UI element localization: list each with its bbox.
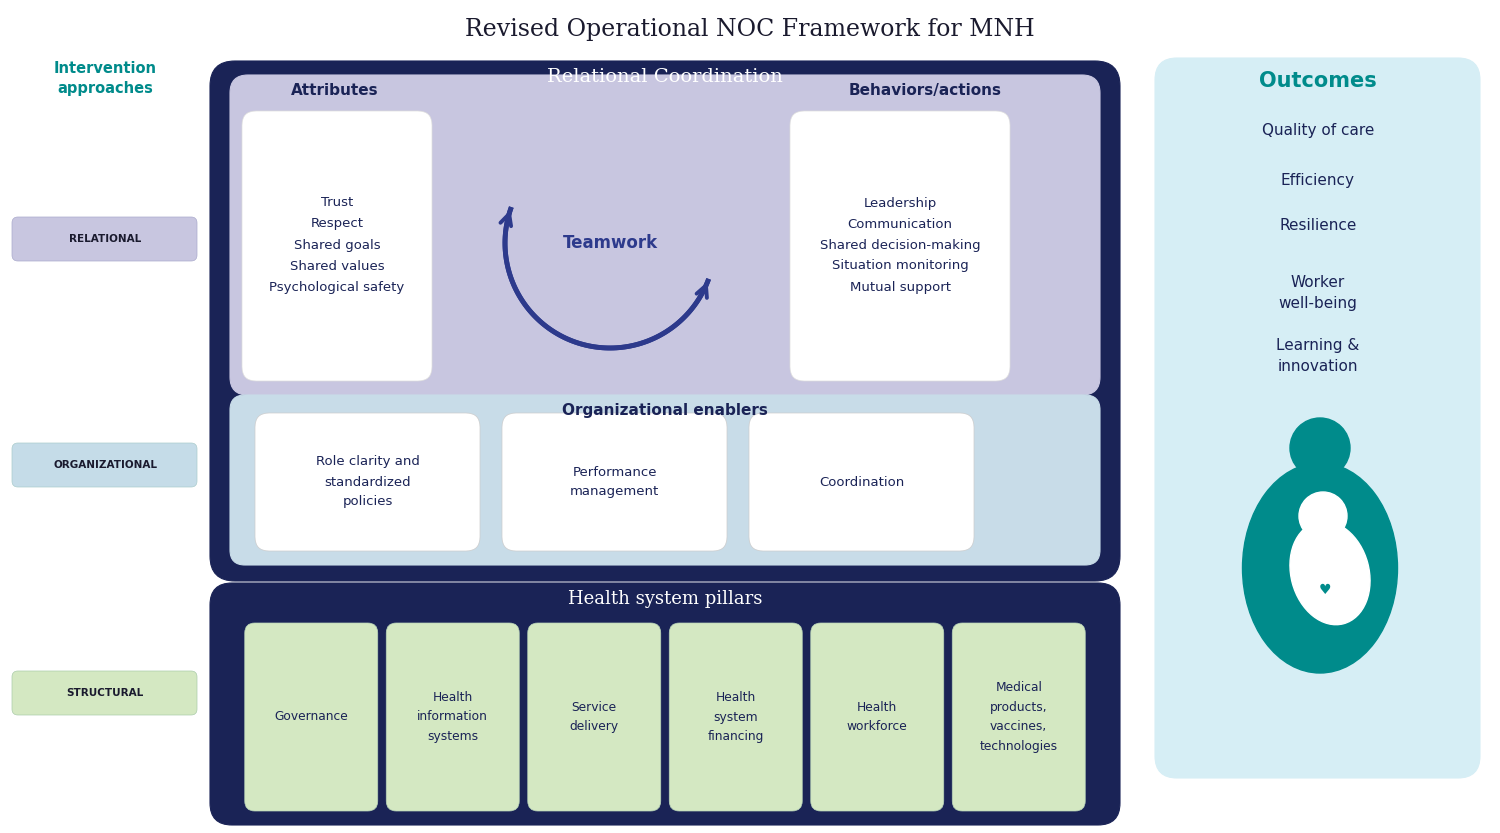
Text: Performance
management: Performance management [570, 466, 658, 498]
FancyBboxPatch shape [528, 623, 660, 811]
FancyBboxPatch shape [810, 623, 944, 811]
FancyBboxPatch shape [242, 111, 432, 381]
Text: Health
system
financing: Health system financing [708, 691, 764, 743]
FancyBboxPatch shape [12, 443, 196, 487]
Text: Coordination: Coordination [819, 476, 904, 488]
Text: Relational Coordination: Relational Coordination [548, 68, 783, 86]
Text: Service
delivery: Service delivery [570, 701, 620, 733]
Text: Health
workforce: Health workforce [847, 701, 908, 733]
Text: STRUCTURAL: STRUCTURAL [66, 688, 144, 698]
Circle shape [1290, 418, 1350, 478]
Text: Governance: Governance [274, 711, 348, 724]
Text: Attributes: Attributes [291, 83, 380, 98]
Text: Leadership
Communication
Shared decision-making
Situation monitoring
Mutual supp: Leadership Communication Shared decision… [819, 197, 981, 293]
Text: Efficiency: Efficiency [1281, 173, 1354, 188]
FancyBboxPatch shape [503, 413, 728, 551]
Text: Health
information
systems: Health information systems [417, 691, 488, 743]
FancyBboxPatch shape [210, 583, 1120, 825]
FancyBboxPatch shape [255, 413, 480, 551]
Ellipse shape [1290, 521, 1370, 625]
Text: Intervention
approaches: Intervention approaches [54, 61, 156, 96]
FancyBboxPatch shape [244, 623, 378, 811]
FancyBboxPatch shape [669, 623, 802, 811]
Text: Quality of care: Quality of care [1262, 123, 1374, 138]
FancyBboxPatch shape [12, 217, 196, 261]
Text: Resilience: Resilience [1280, 218, 1356, 233]
Text: Worker
well-being: Worker well-being [1278, 275, 1358, 311]
FancyBboxPatch shape [12, 671, 196, 715]
FancyBboxPatch shape [1155, 58, 1480, 778]
Ellipse shape [1242, 463, 1398, 673]
Text: Trust
Respect
Shared goals
Shared values
Psychological safety: Trust Respect Shared goals Shared values… [270, 197, 405, 293]
FancyBboxPatch shape [386, 623, 519, 811]
Text: Learning &
innovation: Learning & innovation [1276, 338, 1359, 374]
FancyBboxPatch shape [210, 61, 1120, 581]
FancyBboxPatch shape [748, 413, 974, 551]
Text: Revised Operational NOC Framework for MNH: Revised Operational NOC Framework for MN… [465, 18, 1035, 41]
FancyBboxPatch shape [952, 623, 1084, 811]
Text: Teamwork: Teamwork [562, 234, 657, 252]
FancyBboxPatch shape [790, 111, 1010, 381]
Text: Health system pillars: Health system pillars [568, 590, 762, 608]
Text: ♥: ♥ [1318, 583, 1332, 597]
Text: Behaviors/actions: Behaviors/actions [849, 83, 1002, 98]
Text: Medical
products,
vaccines,
technologies: Medical products, vaccines, technologies [980, 681, 1058, 753]
FancyBboxPatch shape [230, 75, 1100, 395]
Circle shape [1299, 492, 1347, 540]
Text: Role clarity and
standardized
policies: Role clarity and standardized policies [315, 456, 420, 508]
Text: RELATIONAL: RELATIONAL [69, 234, 141, 244]
Text: ORGANIZATIONAL: ORGANIZATIONAL [53, 460, 158, 470]
FancyBboxPatch shape [230, 395, 1100, 565]
Text: Organizational enablers: Organizational enablers [562, 403, 768, 418]
Text: Outcomes: Outcomes [1258, 71, 1377, 91]
